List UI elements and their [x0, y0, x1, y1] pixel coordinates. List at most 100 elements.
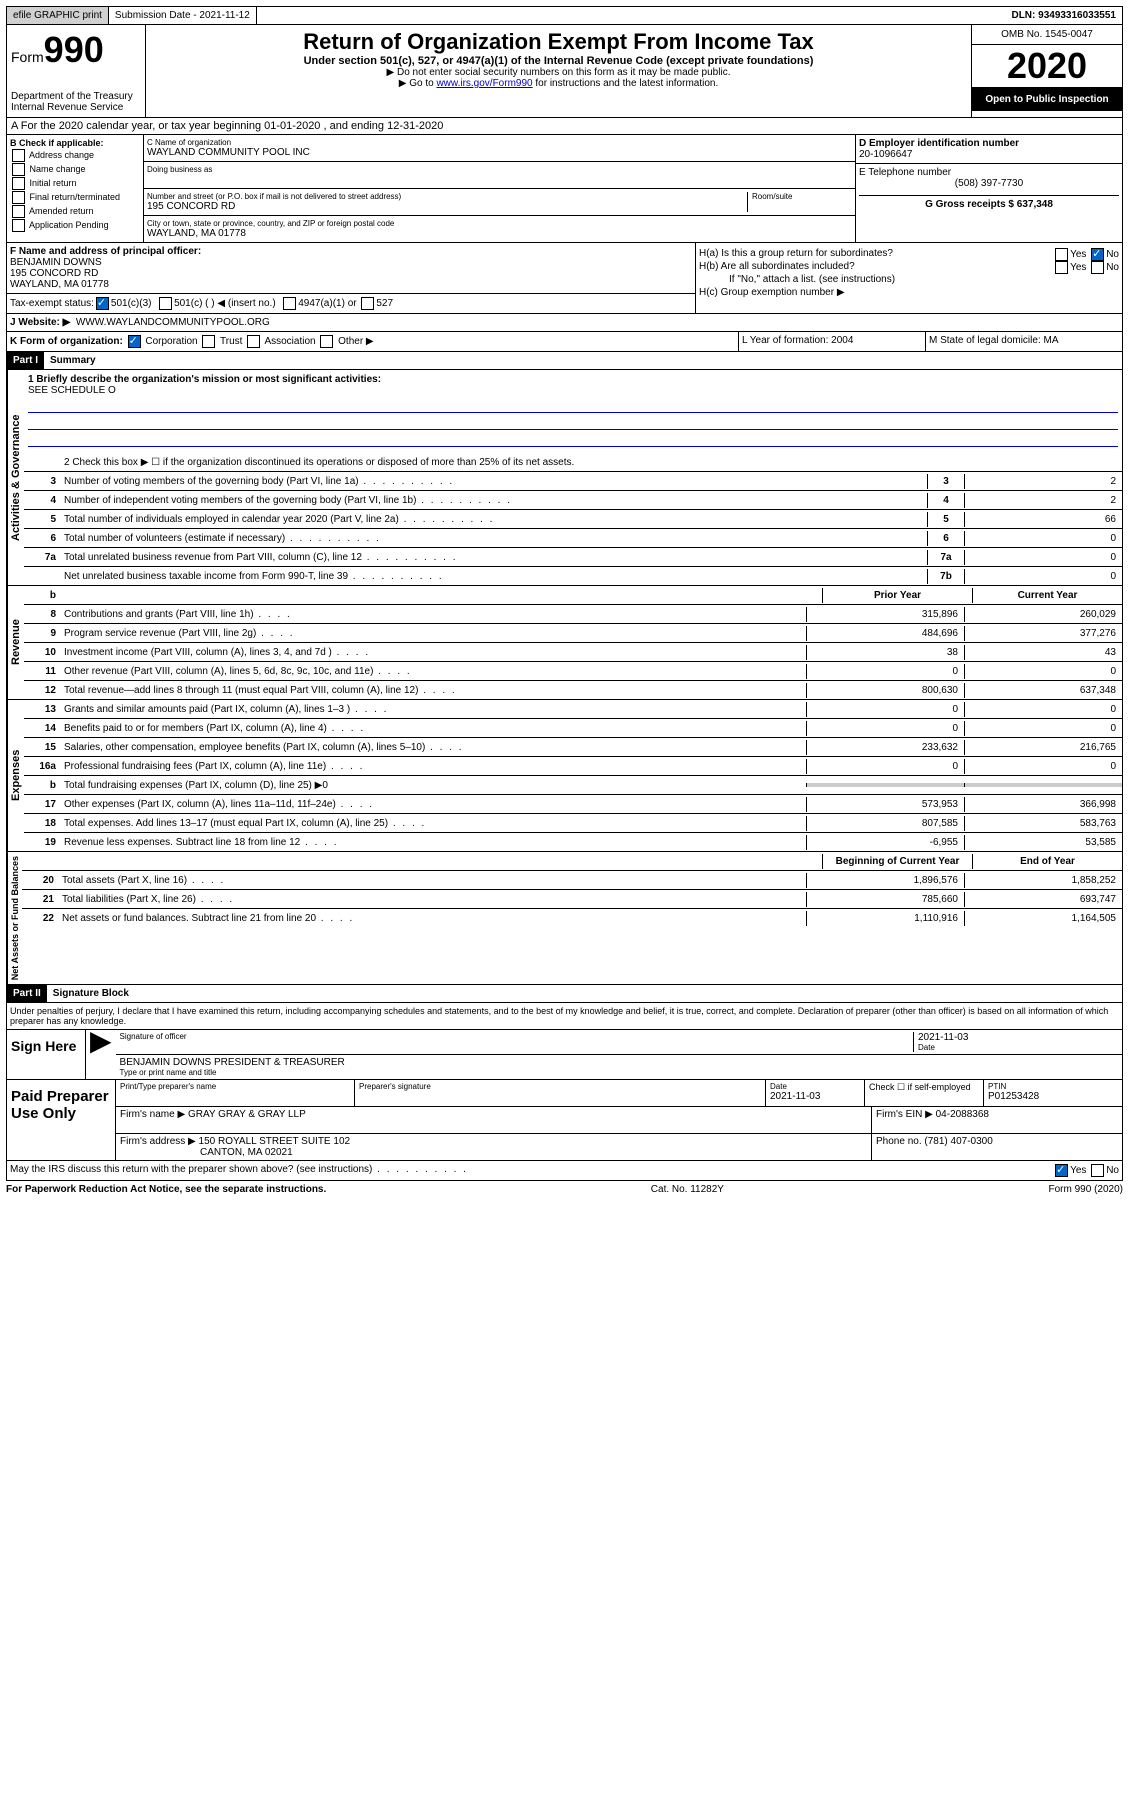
box-f: F Name and address of principal officer:…: [7, 243, 696, 313]
col-b: b: [24, 588, 60, 603]
opt-corp: Corporation: [145, 336, 197, 347]
netassets-section: Net Assets or Fund Balances Beginning of…: [6, 852, 1123, 985]
hb-label: H(b) Are all subordinates included?: [699, 261, 855, 272]
k-label: K Form of organization:: [10, 336, 123, 347]
part1-badge: Part I: [7, 352, 44, 369]
chk-address: Address change: [10, 149, 140, 162]
no-label: No: [1106, 1165, 1119, 1176]
box-d: D Employer identification number 20-1096…: [856, 135, 1122, 242]
chk-501c3: [96, 297, 109, 310]
mission-block: 1 Briefly describe the organization's mi…: [24, 370, 1122, 453]
firm-name-label: Firm's name ▶: [120, 1109, 185, 1120]
box-k: K Form of organization: Corporation Trus…: [7, 332, 739, 351]
end-year-header: End of Year: [972, 854, 1122, 869]
table-row: 5Total number of individuals employed in…: [24, 510, 1122, 529]
note-post: for instructions and the latest informat…: [533, 78, 719, 89]
paid-preparer-label: Paid Preparer Use Only: [7, 1080, 116, 1160]
part2-title: Signature Block: [47, 985, 135, 1002]
hb-note: If "No," attach a list. (see instruction…: [699, 274, 1119, 285]
mission-value: SEE SCHEDULE O: [28, 385, 1118, 396]
part1-header: Part I Summary: [6, 352, 1123, 370]
firm-addr-label: Firm's address ▶: [120, 1136, 196, 1147]
form-subtitle: Under section 501(c), 527, or 4947(a)(1)…: [150, 55, 967, 67]
table-row: 21Total liabilities (Part X, line 26)785…: [22, 890, 1122, 909]
phone-value: (508) 397-7730: [859, 178, 1119, 189]
chk-4947: [283, 297, 296, 310]
prep-name-label: Print/Type preparer's name: [120, 1082, 350, 1091]
table-row: 3Number of voting members of the governi…: [24, 472, 1122, 491]
no-label: No: [1106, 249, 1119, 260]
signature-caret-icon: ▶: [86, 1030, 116, 1079]
tax-status-label: Tax-exempt status:: [10, 298, 94, 309]
phone-label: E Telephone number: [859, 167, 1119, 178]
signer-name-label: Type or print name and title: [120, 1068, 1118, 1077]
prep-date: 2021-11-03: [770, 1091, 860, 1102]
table-row: 6Total number of volunteers (estimate if…: [24, 529, 1122, 548]
street-address: 195 CONCORD RD: [147, 201, 747, 212]
org-name: WAYLAND COMMUNITY POOL INC: [147, 147, 852, 158]
penalties-text: Under penalties of perjury, I declare th…: [7, 1003, 1122, 1029]
table-row: 7aTotal unrelated business revenue from …: [24, 548, 1122, 567]
box-h: H(a) Is this a group return for subordin…: [696, 243, 1122, 313]
top-bar: efile GRAPHIC print Submission Date - 20…: [6, 6, 1123, 25]
yes-label: Yes: [1070, 262, 1086, 273]
officer-addr2: WAYLAND, MA 01778: [10, 279, 692, 290]
form-title: Return of Organization Exempt From Incom…: [150, 29, 967, 55]
prior-year-header: Prior Year: [822, 588, 972, 603]
ha-label: H(a) Is this a group return for subordin…: [699, 248, 893, 259]
org-name-label: C Name of organization: [147, 138, 852, 147]
row-bcd: B Check if applicable: Address change Na…: [6, 135, 1123, 243]
chk-label: Application Pending: [29, 220, 109, 230]
chk-name: Name change: [10, 163, 140, 176]
firm-phone-label: Phone no.: [876, 1136, 922, 1147]
firm-ein-label: Firm's EIN ▶: [876, 1109, 933, 1120]
page-footer: For Paperwork Reduction Act Notice, see …: [6, 1181, 1123, 1198]
dba-label: Doing business as: [147, 165, 852, 174]
table-row: 22Net assets or fund balances. Subtract …: [22, 909, 1122, 927]
row-j: J Website: ▶ WWW.WAYLANDCOMMUNITYPOOL.OR…: [6, 314, 1123, 332]
box-b: B Check if applicable: Address change Na…: [7, 135, 144, 242]
chk-amended: Amended return: [10, 205, 140, 218]
prep-date-label: Date: [770, 1082, 860, 1091]
firm-phone: (781) 407-0300: [924, 1136, 992, 1147]
self-employed: Check ☐ if self-employed: [865, 1080, 984, 1106]
table-row: 9Program service revenue (Part VIII, lin…: [24, 624, 1122, 643]
box-m: M State of legal domicile: MA: [926, 332, 1122, 351]
sig-date: 2021-11-03: [918, 1032, 1118, 1043]
table-row: 15Salaries, other compensation, employee…: [24, 738, 1122, 757]
part2-badge: Part II: [7, 985, 47, 1002]
table-row: 19Revenue less expenses. Subtract line 1…: [24, 833, 1122, 851]
discuss-label: May the IRS discuss this return with the…: [10, 1164, 468, 1177]
dept-treasury: Department of the Treasury: [11, 91, 141, 102]
irs-link[interactable]: www.irs.gov/Form990: [436, 78, 532, 89]
sig-date-label: Date: [918, 1043, 1118, 1052]
ptin-label: PTIN: [988, 1082, 1118, 1091]
chk-pending: Application Pending: [10, 219, 140, 232]
form-prefix: Form: [11, 49, 44, 65]
ein-value: 20-1096647: [859, 149, 1119, 160]
mission-label: 1 Briefly describe the organization's mi…: [28, 374, 1118, 385]
paperwork-notice: For Paperwork Reduction Act Notice, see …: [6, 1184, 326, 1195]
prep-sig-label: Preparer's signature: [359, 1082, 761, 1091]
opt-assoc: Association: [264, 336, 315, 347]
row-fh: F Name and address of principal officer:…: [6, 243, 1123, 314]
officer-addr1: 195 CONCORD RD: [10, 268, 692, 279]
hc-line: H(c) Group exemption number ▶: [699, 287, 1119, 298]
officer-label: F Name and address of principal officer:: [10, 246, 692, 257]
open-inspection: Open to Public Inspection: [972, 88, 1122, 111]
ein-label: D Employer identification number: [859, 138, 1119, 149]
chk-label: Name change: [30, 164, 86, 174]
chk-final: Final return/terminated: [10, 191, 140, 204]
table-row: 11Other revenue (Part VIII, column (A), …: [24, 662, 1122, 681]
box-l: L Year of formation: 2004: [739, 332, 926, 351]
table-row: 17Other expenses (Part IX, column (A), l…: [24, 795, 1122, 814]
firm-addr1: 150 ROYALL STREET SUITE 102: [199, 1136, 351, 1147]
current-year-header: Current Year: [972, 588, 1122, 603]
firm-addr2: CANTON, MA 02021: [120, 1147, 867, 1158]
firm-name: GRAY GRAY & GRAY LLP: [188, 1109, 306, 1120]
rot-governance: Activities & Governance: [7, 370, 24, 585]
table-row: Net unrelated business taxable income fr…: [24, 567, 1122, 585]
room-label: Room/suite: [752, 192, 852, 201]
opt-501c3: 501(c)(3): [111, 298, 152, 309]
cat-number: Cat. No. 11282Y: [651, 1184, 724, 1195]
